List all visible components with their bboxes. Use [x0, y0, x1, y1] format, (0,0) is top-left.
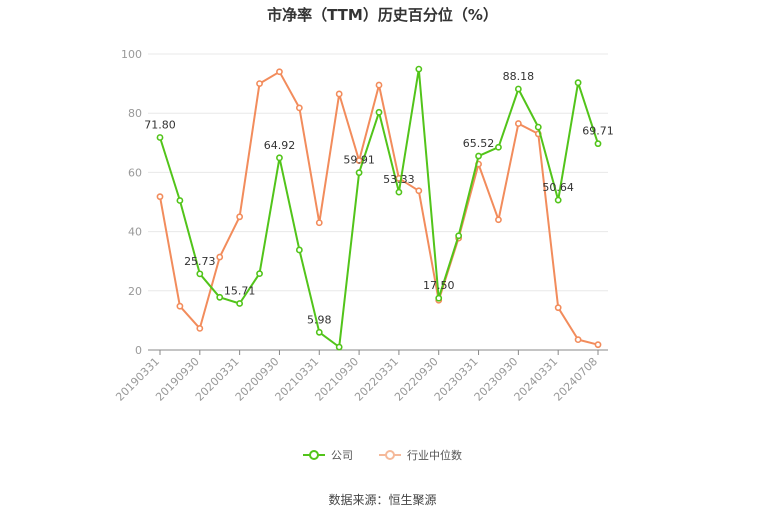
- legend-industry-label: 行业中位数: [407, 449, 462, 462]
- y-tick-label-0: 0: [135, 344, 142, 357]
- series-0-point-10: [355, 169, 363, 177]
- series-0-point-19: [534, 123, 542, 131]
- series-1-point-11: [375, 81, 383, 89]
- y-tick-label-80: 80: [128, 107, 142, 120]
- series-1-point-3: [216, 253, 224, 261]
- series-1-point-13: [415, 187, 423, 195]
- series-1-point-21: [574, 336, 582, 344]
- legend-company-marker: [303, 450, 325, 460]
- series-0-point-13: [415, 65, 423, 73]
- series-0-point-21: [574, 79, 582, 87]
- series-0-point-2: [196, 270, 204, 278]
- series-1-point-5: [256, 80, 263, 87]
- data-label-20: 50.64: [542, 181, 574, 194]
- series-0-point-1: [176, 197, 184, 204]
- data-label-18: 88.18: [503, 70, 535, 83]
- series-0-point-7: [295, 246, 303, 254]
- y-tick-label-60: 60: [128, 166, 142, 179]
- series-0-point-11: [375, 108, 383, 116]
- series-0-point-22: [594, 140, 602, 148]
- data-label-12: 53.33: [383, 173, 415, 186]
- legend-item-company[interactable]: 公司: [303, 447, 353, 463]
- x-tick-label-11: 20240708: [551, 355, 600, 404]
- series-1-point-22: [594, 341, 602, 349]
- series-0-point-5: [256, 270, 263, 278]
- series-0-point-8: [315, 328, 323, 336]
- y-tick-label-100: 100: [121, 48, 142, 61]
- series-0-point-4: [236, 300, 244, 307]
- data-label-16: 65.52: [463, 137, 495, 150]
- data-label-14: 17.50: [423, 279, 455, 292]
- data-label-10: 59.91: [343, 154, 375, 167]
- series-1-point-10: [355, 157, 363, 164]
- series-1-point-6: [276, 68, 283, 76]
- legend-company-label: 公司: [331, 449, 353, 462]
- legend: 公司 行业中位数: [0, 447, 765, 463]
- series-0-point-16: [475, 152, 482, 160]
- data-label-0: 71.80: [144, 118, 176, 131]
- series-1-point-0: [156, 193, 164, 201]
- series-1-point-9: [335, 90, 343, 98]
- y-tick-label-40: 40: [128, 226, 142, 239]
- line-chart: 0204060801002019033120190930202003312020…: [113, 48, 614, 404]
- series-1-point-7: [295, 104, 303, 112]
- series-1-point-17: [495, 216, 502, 224]
- series-1-point-18: [514, 120, 522, 127]
- series-0-point-0: [156, 134, 164, 141]
- legend-item-industry[interactable]: 行业中位数: [379, 447, 462, 463]
- series-1-point-20: [554, 304, 562, 312]
- data-label-22: 69.71: [582, 125, 614, 138]
- data-source: 数据来源：恒生聚源: [328, 493, 437, 507]
- data-label-4: 15.71: [224, 284, 256, 297]
- series-1-point-8: [315, 219, 323, 227]
- data-label-2: 25.73: [184, 255, 216, 268]
- series-0-point-14: [435, 294, 443, 302]
- series-0-point-15: [455, 232, 463, 240]
- series-0-point-6: [276, 154, 283, 162]
- series-1-point-1: [176, 302, 184, 310]
- chart-title: 市净率（TTM）历史百分位（%）: [267, 6, 498, 24]
- data-label-6: 64.92: [264, 139, 296, 152]
- series-0-point-20: [554, 196, 562, 204]
- series-1-point-2: [196, 324, 204, 332]
- series-0-point-9: [335, 343, 343, 351]
- series-0-point-18: [514, 85, 522, 93]
- series-0-point-3: [216, 293, 224, 301]
- series-1-point-4: [236, 213, 244, 221]
- legend-industry-marker: [379, 450, 401, 460]
- series-0-point-17: [495, 143, 502, 151]
- data-label-8: 5.98: [307, 313, 332, 326]
- series-0-point-12: [395, 188, 403, 196]
- y-tick-label-20: 20: [128, 285, 142, 298]
